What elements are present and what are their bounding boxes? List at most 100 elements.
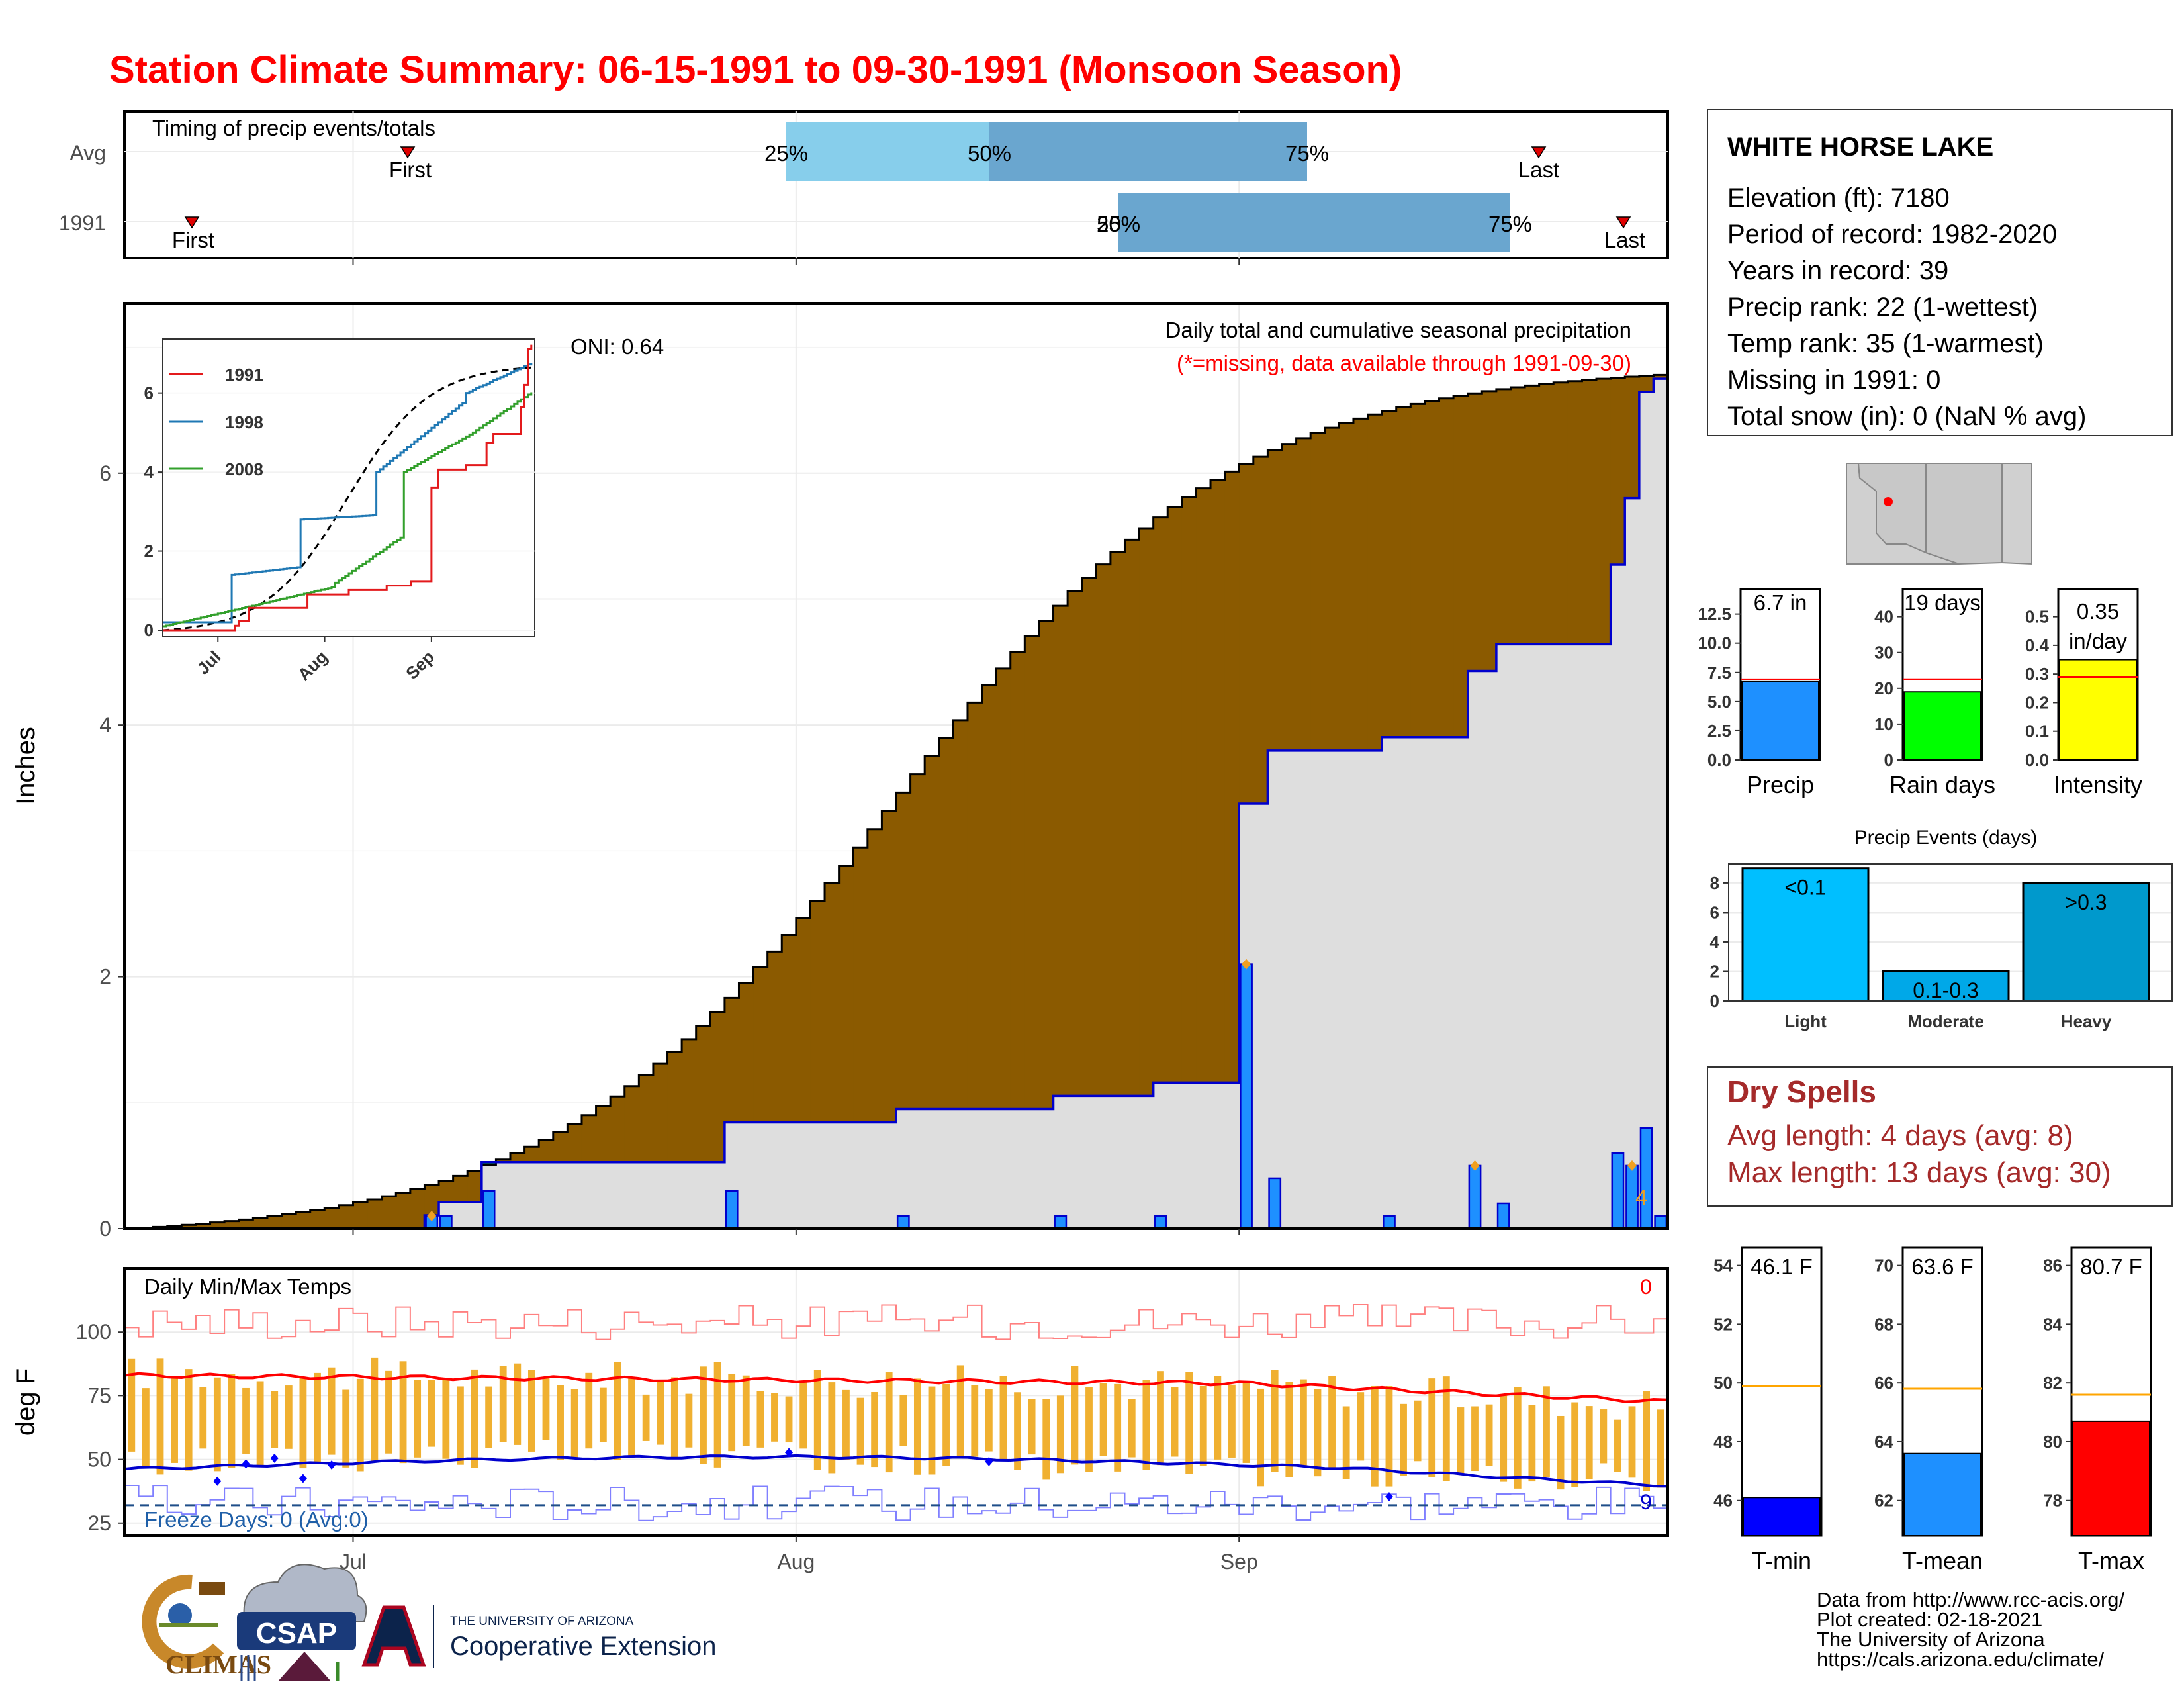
temp-bar-label: T-max [2078,1547,2144,1574]
station-info-line: Precip rank: 22 (1-wettest) [1727,293,2038,322]
cumulative-difference-segment [624,1086,639,1162]
oni-label: ONI: 0.64 [570,334,664,359]
cumulative-difference-segment [1024,635,1040,1109]
cumulative-difference-segment [996,668,1011,1109]
cumulative-difference-segment [267,1216,283,1229]
temp-bar-t-mean [1903,1452,1981,1537]
cumulative-difference-segment [653,1064,668,1162]
timing-panel: Timing of precip events/totals Avg 1991 … [59,110,1669,259]
temp-bar-value: 63.6 F [1911,1254,1974,1279]
cumulative-difference-segment [195,1223,211,1229]
daily-precip-bar [482,1190,496,1230]
temp-count-hi: 0 [1640,1275,1652,1299]
daily-temp-range-bar [1514,1387,1522,1489]
timing-avg-25-label: 25% [764,141,808,165]
precip-ylabel: Inches [11,727,40,805]
climas-logo: CLIMAS [142,1574,271,1679]
record-low-marker [270,1453,279,1463]
station-info-line: Years in record: 39 [1727,256,1948,285]
daily-temp-range-bar [1228,1384,1236,1458]
daily-temp-range-bar [514,1363,522,1445]
daily-temp-range-bar [1085,1387,1093,1472]
dry-spells-box: Dry Spells Avg length: 4 days (avg: 8) M… [1707,1066,2173,1207]
mini-bar-value: 0.35 [2077,599,2119,624]
daily-precip-bar [725,1190,739,1230]
daily-temp-range-bar [285,1385,293,1449]
inset-series-line [163,344,533,632]
cumulative-difference-segment [1653,375,1668,379]
daily-temp-range-bar [728,1373,736,1452]
daily-precip-bar [1496,1202,1510,1230]
mini-bar-label: Precip [1747,771,1814,798]
mini-bar-ytick-label: 2.5 [1707,721,1731,741]
station-info-line: Period of record: 1982-2020 [1727,220,2057,249]
events-bar-light [1741,867,1870,1002]
ua-small-text: THE UNIVERSITY OF ARIZONA [450,1615,634,1628]
daily-temp-range-bar [1056,1395,1064,1474]
daily-temp-range-bar [1643,1391,1651,1491]
daily-precip-bar [439,1215,453,1230]
daily-temp-range-bar [1028,1399,1036,1455]
daily-temp-range-bar [1257,1388,1265,1487]
daily-temp-range-bar [1128,1399,1136,1458]
mini-bar-ytick-label: 0.0 [1707,750,1731,770]
station-name: WHITE HORSE LAKE [1727,132,1993,162]
inset-ytick-label: 4 [144,462,154,482]
cumulative-difference-segment [1382,410,1397,737]
timing-avg-first-marker [400,146,416,159]
daily-temp-range-bar [1557,1415,1565,1490]
timing-avg-last-marker [1531,146,1547,159]
cumulative-difference-segment [696,1025,711,1162]
daily-temp-range-bar [471,1369,478,1468]
month-label: Sep [1220,1550,1258,1573]
events-category-label: Heavy [2061,1011,2112,1031]
station-info-box: WHITE HORSE LAKE Elevation (ft): 7180 Per… [1707,109,2173,436]
cumulative-difference-segment [1210,479,1226,1083]
cumulative-difference-segment [453,1176,468,1202]
daily-temp-range-bar [799,1380,807,1449]
daily-temp-range-bar [271,1391,279,1448]
daily-temp-range-bar [899,1394,907,1446]
cumulative-difference-segment [867,829,882,1123]
mini-bar-rain-days [1903,691,1981,761]
timing-1991-last-marker [1615,216,1631,229]
cumulative-difference-segment [981,685,997,1109]
cumulative-difference-segment [1282,444,1297,751]
cumulative-difference-segment [1081,577,1097,1096]
daily-temp-range-bar [742,1375,750,1446]
inset-average-line [162,366,531,632]
daily-temp-range-bar [1428,1378,1436,1477]
cumulative-difference-segment [1439,398,1454,737]
temp-ytick-label: 100 [76,1320,111,1344]
observed-cumulative-area [124,379,1668,1229]
mini-bar-ytick-label: 0.2 [2025,692,2049,712]
cumulative-difference-segment [596,1105,611,1162]
daily-temp-range-bar [414,1380,422,1458]
cumulative-difference-segment [1639,375,1654,393]
mini-bar-value: 6.7 in [1754,590,1807,615]
daily-temp-range-bar [1471,1406,1479,1472]
ua-logo: THE UNIVERSITY OF ARIZONA Cooperative Ex… [361,1605,716,1668]
footer-line-1: Data from http://www.rcc-acis.org/ [1817,1588,2125,1611]
inset-legend-1998: 1998 [225,412,263,432]
inset-series-line [163,363,533,624]
events-ytick-label: 6 [1710,902,1719,922]
cumulative-difference-segment [424,1185,439,1215]
month-label: Aug [777,1550,815,1573]
cumulative-difference-segment [567,1123,582,1162]
average-max-temp-line [124,1372,1668,1403]
timing-avg-50-label: 50% [968,141,1011,165]
cumulative-difference-segment [1153,517,1168,1083]
daily-temp-range-bar [185,1369,193,1471]
daily-temp-range-bar [1099,1383,1107,1456]
cumulative-difference-segment [1353,418,1369,751]
footer-line-4: https://cals.arizona.edu/climate/ [1817,1648,2105,1671]
cumulative-difference-segment [367,1199,383,1229]
temp-bar-value: 46.1 F [1751,1254,1813,1279]
daily-temp-range-bar [942,1383,950,1466]
cumulative-difference-segment [1139,528,1154,1096]
cumulative-difference-segment [210,1222,225,1229]
cumulative-difference-segment [767,951,782,1123]
daily-temp-range-bar [1357,1392,1365,1461]
